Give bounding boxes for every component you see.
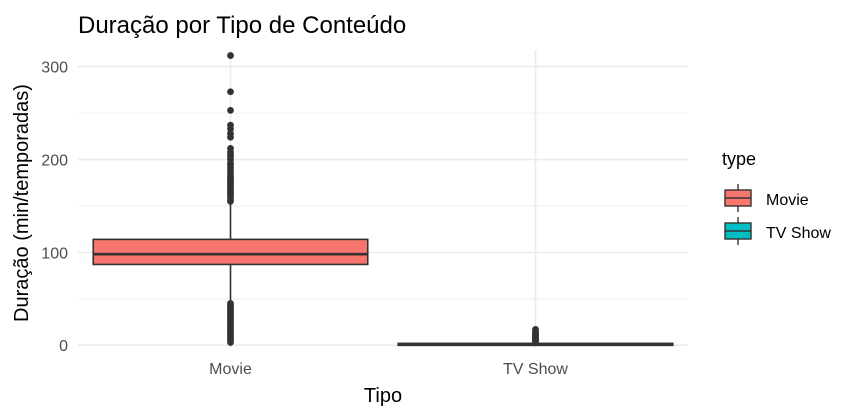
outlier-point (227, 106, 234, 114)
legend-key-movie (724, 184, 752, 212)
x-tick-label: Movie (209, 361, 252, 378)
x-axis: Movie TV Show (209, 361, 568, 378)
outlier-point (227, 88, 234, 96)
box-movie (92, 238, 369, 266)
y-tick-label: 100 (41, 245, 68, 262)
outlier-point (227, 300, 234, 307)
outlier-point (227, 121, 234, 129)
legend-key-tv-show (724, 217, 752, 245)
y-axis-title: Duração (min/temporadas) (11, 84, 33, 322)
legend-label-tv-show: TV Show (766, 225, 831, 242)
outlier-point (532, 326, 539, 333)
chart-title: Duração por Tipo de Conteúdo (78, 12, 406, 39)
outlier-point (227, 52, 234, 59)
legend-title: type (722, 149, 756, 169)
plot-area (92, 52, 674, 347)
outlier-point (227, 145, 234, 152)
y-axis: 0 100 200 300 (41, 60, 68, 356)
x-tick-label: TV Show (503, 361, 568, 378)
legend-label-movie: Movie (766, 192, 809, 209)
y-tick-label: 0 (59, 338, 68, 355)
y-tick-label: 200 (41, 153, 68, 170)
grid (78, 50, 688, 348)
x-axis-title: Tipo (364, 385, 402, 407)
y-tick-label: 300 (41, 60, 68, 77)
legend: type Movie TV Show (722, 149, 831, 245)
